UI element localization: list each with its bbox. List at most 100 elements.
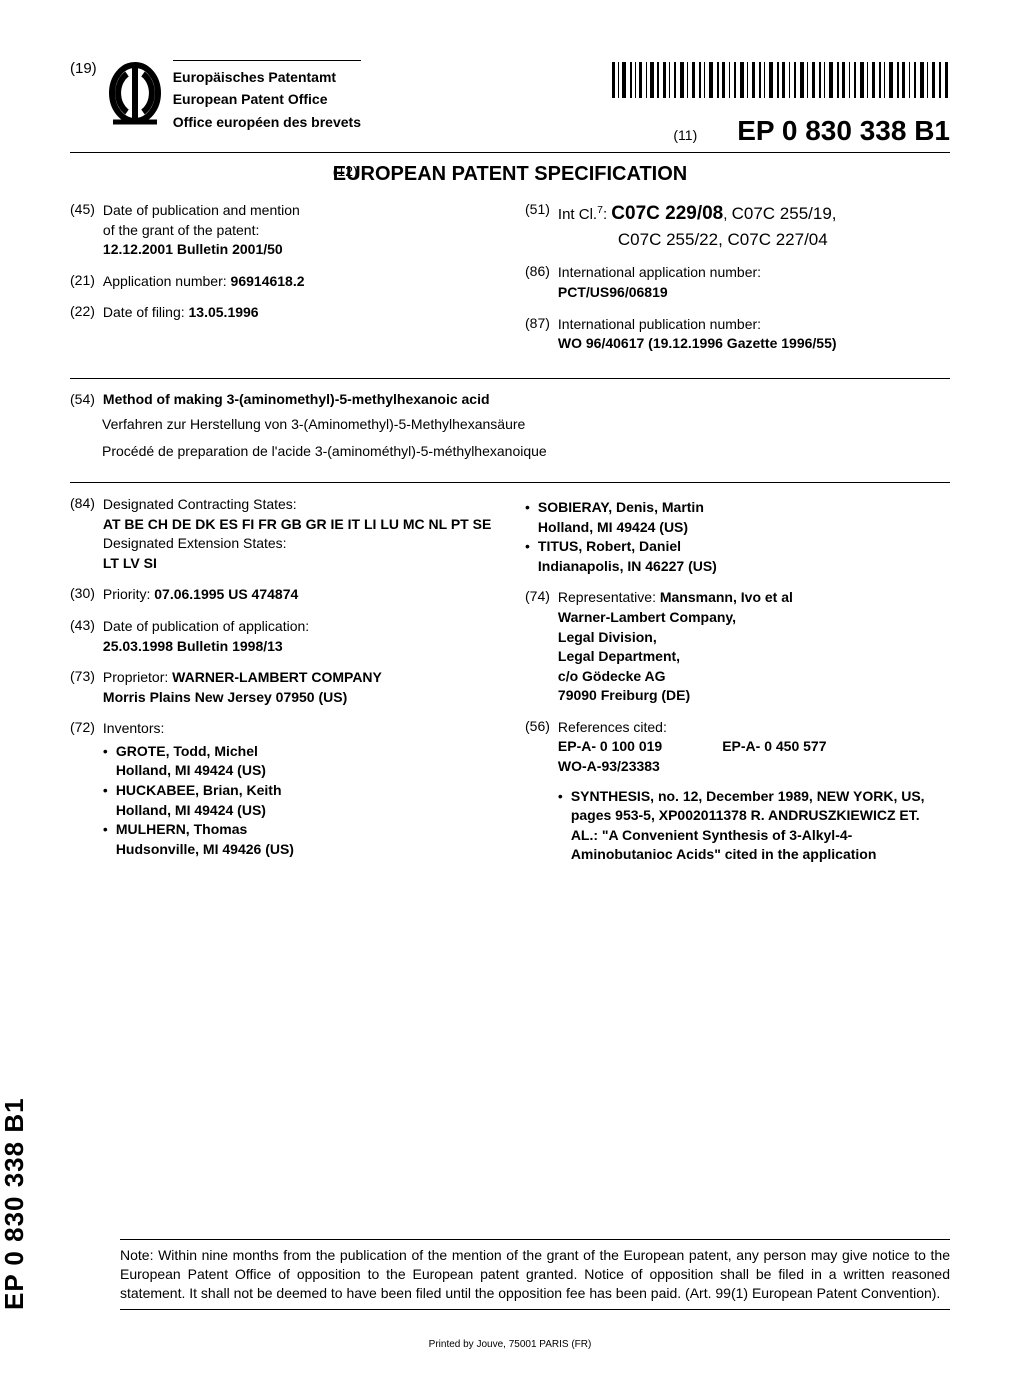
item-87-content: International publication number: WO 96/… (558, 315, 837, 354)
item-72-content: Inventors: •GROTE, Todd, MichelHolland, … (103, 719, 294, 859)
item-56-label: References cited: (558, 719, 667, 735)
spine-pubnum: EP 0 830 338 B1 (0, 1097, 30, 1310)
inventor-name: GROTE, Todd, Michel (116, 743, 258, 759)
item-30: (30) Priority: 07.06.1995 US 474874 (70, 585, 495, 605)
code-56: (56) (525, 718, 550, 865)
item-87-value: WO 96/40617 (19.12.1996 Gazette 1996/55) (558, 335, 837, 351)
item-56-content: References cited: EP-A- 0 100 019 WO-A-9… (558, 718, 950, 865)
inventors-cont: •SOBIERAY, Denis, MartinHolland, MI 4942… (525, 498, 950, 576)
upper-biblio: (45) Date of publication and mention of … (70, 201, 950, 379)
code-22: (22) (70, 303, 95, 323)
lower-left-col: (84) Designated Contracting States: AT B… (70, 495, 495, 877)
pubnum-row: (11) EP 0 830 338 B1 (518, 115, 951, 147)
inventor-item: •MULHERN, ThomasHudsonville, MI 49426 (U… (103, 820, 294, 859)
intcl-rest1: C07C 255/19, (732, 204, 837, 223)
item-84-label2: Designated Extension States: (103, 535, 287, 551)
code-43: (43) (70, 617, 95, 656)
item-22: (22) Date of filing: 13.05.1996 (70, 303, 495, 323)
code-11: (11) (673, 127, 697, 143)
item-74-content: Representative: Mansmann, Ivo et al Warn… (558, 588, 793, 706)
inventors-list: •GROTE, Todd, MichelHolland, MI 49424 (U… (103, 742, 294, 860)
inventor-name: TITUS, Robert, Daniel (538, 538, 681, 554)
item-73-addr: Morris Plains New Jersey 07950 (US) (103, 689, 347, 705)
item-86: (86) International application number: P… (525, 263, 950, 302)
code-21: (21) (70, 272, 95, 292)
refs-docs-right: EP-A- 0 450 577 (722, 737, 826, 776)
refs-docs-row: EP-A- 0 100 019 WO-A-93/23383 EP-A- 0 45… (558, 737, 950, 776)
inventor-name: HUCKABEE, Brian, Keith (116, 782, 282, 798)
code-54: (54) (70, 391, 95, 407)
inventor-addr: Hudsonville, MI 49426 (US) (116, 841, 294, 857)
item-22-label: Date of filing: (103, 304, 185, 320)
intcl-rest2: C07C 255/22, C07C 227/04 (618, 230, 828, 249)
item-51: (51) Int Cl.7: C07C 229/08, C07C 255/19,… (525, 201, 950, 251)
item-51-content: Int Cl.7: C07C 229/08, C07C 255/19, C07C… (558, 201, 837, 251)
code-30: (30) (70, 585, 95, 605)
office-names: Europäisches Patentamt European Patent O… (173, 60, 361, 133)
code-72: (72) (70, 719, 95, 859)
inventor-addr: Holland, MI 49424 (US) (116, 802, 266, 818)
ref-doc: WO-A-93/23383 (558, 758, 660, 774)
ref-npl-text: SYNTHESIS, no. 12, December 1989, NEW YO… (571, 787, 950, 865)
rep-line: Warner-Lambert Company, (558, 609, 736, 625)
item-45-content: Date of publication and mention of the g… (103, 201, 300, 260)
publication-number: EP 0 830 338 B1 (737, 115, 950, 147)
item-74-label: Representative: (558, 589, 656, 605)
inventor-item: •SOBIERAY, Denis, MartinHolland, MI 4942… (525, 498, 950, 537)
item-73-name: WARNER-LAMBERT COMPANY (172, 669, 382, 685)
item-72: (72) Inventors: •GROTE, Todd, MichelHoll… (70, 719, 495, 859)
inventor-item: •GROTE, Todd, MichelHolland, MI 49424 (U… (103, 742, 294, 781)
item-84-states: AT BE CH DE DK ES FI FR GB GR IE IT LI L… (103, 516, 491, 532)
rep-line: Legal Division, (558, 629, 657, 645)
inventor-addr: Indianapolis, IN 46227 (US) (538, 558, 717, 574)
code-87: (87) (525, 315, 550, 354)
code-73: (73) (70, 668, 95, 707)
office-name-de: Europäisches Patentamt (173, 66, 361, 88)
inventor-addr: Holland, MI 49424 (US) (116, 762, 266, 778)
lower-right-col: •SOBIERAY, Denis, MartinHolland, MI 4942… (525, 495, 950, 877)
item-87: (87) International publication number: W… (525, 315, 950, 354)
item-43-value: 25.03.1998 Bulletin 1998/13 (103, 638, 283, 654)
spec-title: EUROPEAN PATENT SPECIFICATION (333, 163, 687, 186)
item-45-value: 12.12.2001 Bulletin 2001/50 (103, 241, 283, 257)
intcl-label: Int Cl. (558, 206, 597, 223)
code-19: (19) (70, 60, 97, 77)
intcl-main: C07C 229/08 (611, 203, 723, 224)
rep-line: 79090 Freiburg (DE) (558, 687, 690, 703)
item-84: (84) Designated Contracting States: AT B… (70, 495, 495, 573)
barcode-block: (11) EP 0 830 338 B1 (518, 60, 951, 147)
item-86-label: International application number: (558, 264, 761, 280)
rep-line: Legal Department, (558, 648, 680, 664)
item-43-content: Date of publication of application: 25.0… (103, 617, 309, 656)
intcl-sup: 7 (597, 204, 603, 216)
item-30-label: Priority: (103, 586, 150, 602)
item-21-label: Application number: (103, 273, 227, 289)
item-84-ext: LT LV SI (103, 555, 157, 571)
item-73-content: Proprietor: WARNER-LAMBERT COMPANY Morri… (103, 668, 382, 707)
inventor-name: SOBIERAY, Denis, Martin (538, 499, 704, 515)
printer-line: Printed by Jouve, 75001 PARIS (FR) (0, 1339, 1020, 1350)
rep-line: c/o Gödecke AG (558, 668, 666, 684)
code-12: (12) (333, 163, 358, 179)
ref-doc: EP-A- 0 100 019 (558, 738, 662, 754)
item-45: (45) Date of publication and mention of … (70, 201, 495, 260)
title-54-en: Method of making 3-(aminomethyl)-5-methy… (103, 391, 490, 407)
inventor-item: •TITUS, Robert, DanielIndianapolis, IN 4… (525, 537, 950, 576)
title-54-fr: Procédé de preparation de l'acide 3-(ami… (102, 442, 950, 462)
item-56: (56) References cited: EP-A- 0 100 019 W… (525, 718, 950, 865)
inventor-addr: Holland, MI 49424 (US) (538, 519, 688, 535)
upper-left-col: (45) Date of publication and mention of … (70, 201, 495, 366)
item-84-label: Designated Contracting States: (103, 496, 297, 512)
item-43-label: Date of publication of application: (103, 618, 309, 634)
item-45-line2: of the grant of the patent: (103, 222, 259, 238)
upper-right-col: (51) Int Cl.7: C07C 229/08, C07C 255/19,… (525, 201, 950, 366)
item-87-label: International publication number: (558, 316, 761, 332)
lower-biblio: (84) Designated Contracting States: AT B… (70, 495, 950, 877)
item-86-value: PCT/US96/06819 (558, 284, 668, 300)
ref-doc: EP-A- 0 450 577 (722, 738, 826, 754)
code-86: (86) (525, 263, 550, 302)
code-84: (84) (70, 495, 95, 573)
office-name-en: European Patent Office (173, 88, 361, 110)
item-84-content: Designated Contracting States: AT BE CH … (103, 495, 491, 573)
inventor-item: •HUCKABEE, Brian, KeithHolland, MI 49424… (103, 781, 294, 820)
